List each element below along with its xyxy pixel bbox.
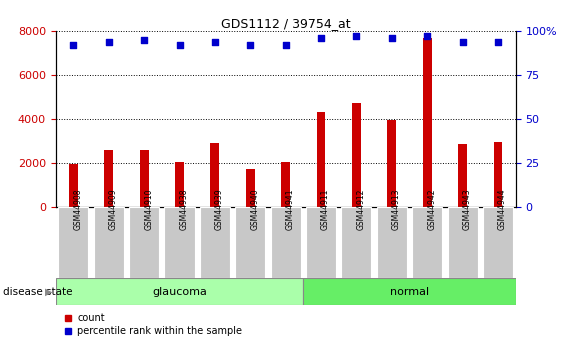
Bar bbox=[458, 144, 467, 207]
Title: GDS1112 / 39754_at: GDS1112 / 39754_at bbox=[221, 17, 350, 30]
Text: GSM44943: GSM44943 bbox=[462, 188, 472, 230]
Bar bbox=[246, 168, 255, 207]
Point bbox=[175, 42, 184, 48]
Bar bbox=[352, 102, 361, 207]
Bar bbox=[94, 207, 124, 278]
Point bbox=[352, 33, 361, 39]
Bar bbox=[59, 207, 88, 278]
Text: glaucoma: glaucoma bbox=[152, 287, 207, 296]
Text: normal: normal bbox=[390, 287, 429, 296]
Text: GSM44938: GSM44938 bbox=[179, 188, 189, 230]
Bar bbox=[69, 164, 78, 207]
Bar bbox=[342, 207, 372, 278]
Text: GSM44941: GSM44941 bbox=[285, 188, 295, 230]
Point bbox=[210, 39, 220, 45]
Bar bbox=[271, 207, 301, 278]
Text: ▶: ▶ bbox=[45, 287, 53, 296]
Bar bbox=[483, 207, 513, 278]
Bar bbox=[304, 278, 516, 305]
Point bbox=[387, 35, 397, 41]
Text: GSM44939: GSM44939 bbox=[215, 188, 224, 230]
Bar bbox=[316, 112, 325, 207]
Bar bbox=[493, 142, 502, 207]
Bar bbox=[281, 162, 290, 207]
Point bbox=[281, 42, 290, 48]
Text: disease state: disease state bbox=[3, 287, 73, 296]
Bar bbox=[200, 207, 230, 278]
Point bbox=[139, 37, 149, 43]
Bar bbox=[377, 207, 407, 278]
Point bbox=[316, 35, 326, 41]
Text: GSM44912: GSM44912 bbox=[356, 188, 366, 230]
Bar bbox=[423, 38, 432, 207]
Bar bbox=[175, 162, 184, 207]
Bar bbox=[210, 143, 219, 207]
Text: GSM44909: GSM44909 bbox=[109, 188, 118, 230]
Text: GSM44942: GSM44942 bbox=[427, 188, 436, 230]
Point bbox=[246, 42, 255, 48]
Bar bbox=[165, 207, 195, 278]
Point bbox=[458, 39, 467, 45]
Text: GSM44908: GSM44908 bbox=[73, 188, 83, 230]
Text: GSM44940: GSM44940 bbox=[250, 188, 259, 230]
Text: GSM44910: GSM44910 bbox=[144, 188, 153, 230]
Legend: count, percentile rank within the sample: count, percentile rank within the sample bbox=[60, 309, 246, 340]
Bar bbox=[235, 207, 265, 278]
Bar bbox=[306, 207, 336, 278]
Bar bbox=[104, 150, 113, 207]
Text: GSM44911: GSM44911 bbox=[321, 188, 330, 230]
Bar bbox=[129, 207, 159, 278]
Point bbox=[104, 39, 114, 45]
Bar bbox=[412, 207, 442, 278]
Bar bbox=[387, 120, 396, 207]
Point bbox=[423, 33, 432, 39]
Bar bbox=[448, 207, 478, 278]
Point bbox=[493, 39, 503, 45]
Bar bbox=[139, 150, 149, 207]
Text: GSM44944: GSM44944 bbox=[498, 188, 507, 230]
Point bbox=[69, 42, 78, 48]
Bar bbox=[56, 278, 304, 305]
Text: GSM44913: GSM44913 bbox=[392, 188, 401, 230]
